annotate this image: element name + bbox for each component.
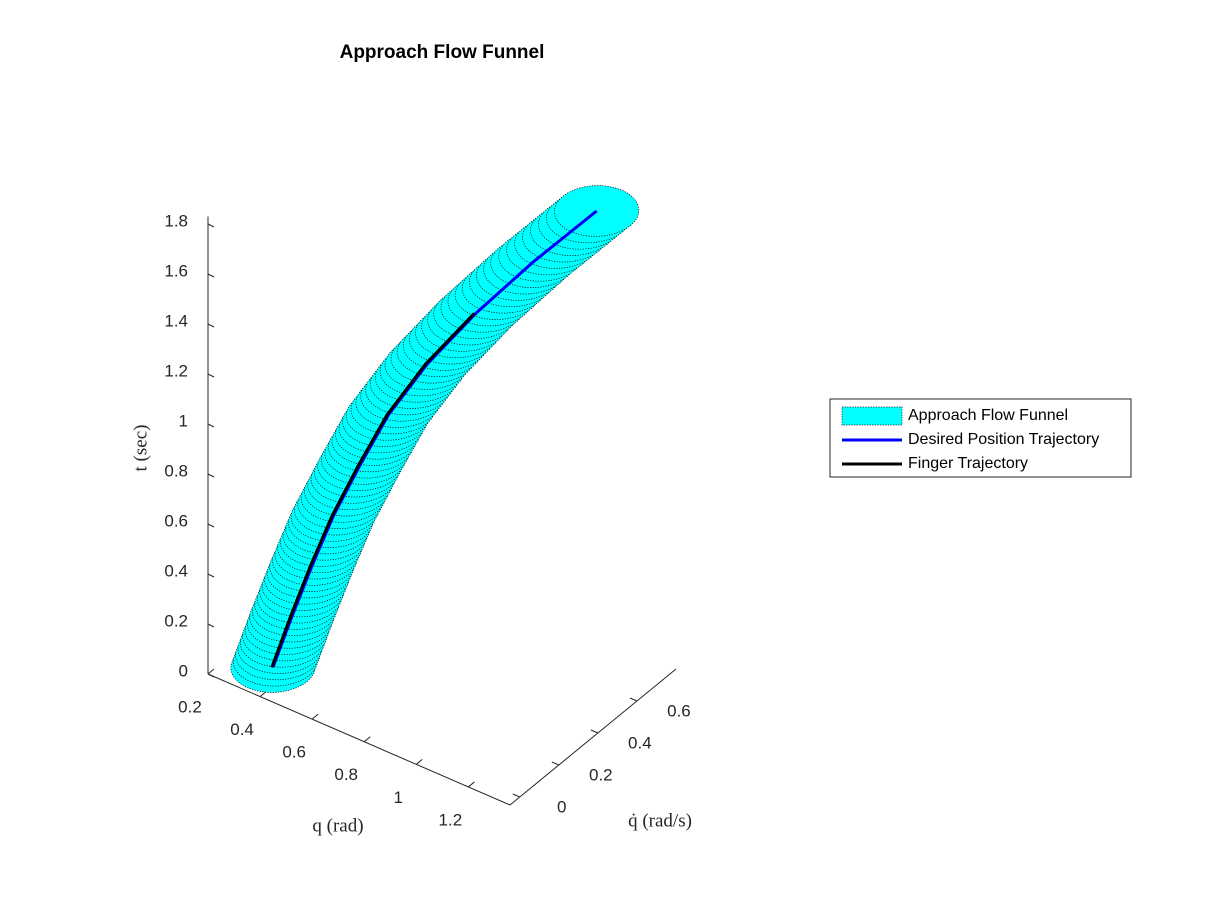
x-tick-label: 1 [394,788,403,807]
z-tick-label: 1.6 [164,261,188,280]
y-tick [551,761,560,766]
y-tick [629,697,638,702]
legend-label: Desired Position Trajectory [908,431,1099,448]
z-axis-label: t (sec) [130,425,151,472]
x-tick [363,736,371,743]
x-tick-label: 0.8 [334,765,358,784]
x-axis-label: q (rad) [312,815,363,836]
z-tick [207,323,215,328]
z-tick [207,423,215,428]
x-tick [468,781,475,788]
z-tick [207,573,215,578]
z-tick [207,523,215,528]
chart-title: Approach Flow Funnel [340,42,545,63]
z-tick-label: 0.8 [164,461,188,480]
legend-label: Approach Flow Funnel [908,407,1068,424]
z-tick-label: 0 [179,661,188,680]
y-tick-label: 0 [557,797,566,816]
x-tick-label: 0.2 [178,697,202,716]
z-tick [207,623,215,628]
z-tick-label: 0.2 [164,611,188,630]
x-tick-label: 1.2 [439,810,463,829]
z-tick [207,473,215,478]
z-tick [207,373,215,378]
z-tick [207,223,215,228]
y-tick [590,729,599,734]
z-tick [207,273,215,278]
trajectory-line [270,312,476,668]
z-tick [207,673,215,678]
y-tick-label: 0.4 [628,733,652,752]
y-tick-label: 0.2 [589,765,613,784]
legend-label: Finger Trajectory [908,455,1028,472]
z-tick-label: 0.4 [164,561,188,580]
y-tick-label: 0.6 [667,701,691,720]
x-tick [415,758,423,765]
z-tick-label: 1.2 [164,361,188,380]
legend-swatch [841,406,903,426]
x-tick [207,668,215,675]
z-tick-label: 1 [179,411,188,430]
x-tick-label: 0.6 [282,743,306,762]
x-tick-label: 0.4 [230,720,254,739]
x-axis [207,673,511,806]
z-tick-label: 1.8 [164,211,188,230]
z-tick-label: 0.6 [164,511,188,530]
x-tick [311,713,319,720]
y-axis [509,668,677,806]
y-tick [512,793,520,798]
z-tick-label: 1.4 [164,311,188,330]
y-axis-label: q̇ (rad/s) [628,810,692,831]
